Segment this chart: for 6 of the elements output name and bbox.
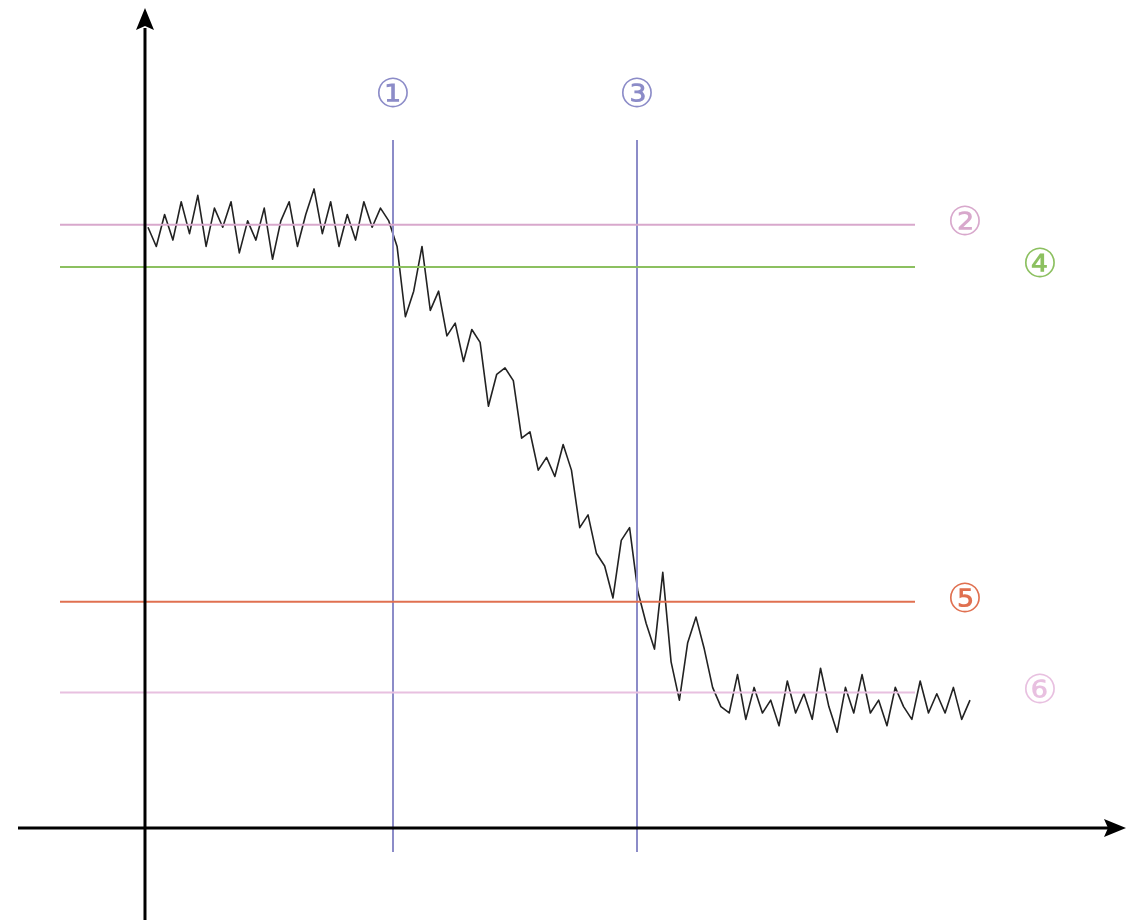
text: ③	[619, 70, 655, 117]
ref-line-label: ⑤	[947, 575, 983, 622]
ref-line-label: ②	[947, 198, 983, 245]
ref-line-label: ④	[1022, 240, 1058, 287]
text: ①	[375, 70, 411, 117]
ref-line-label: ⑥	[1022, 665, 1058, 712]
